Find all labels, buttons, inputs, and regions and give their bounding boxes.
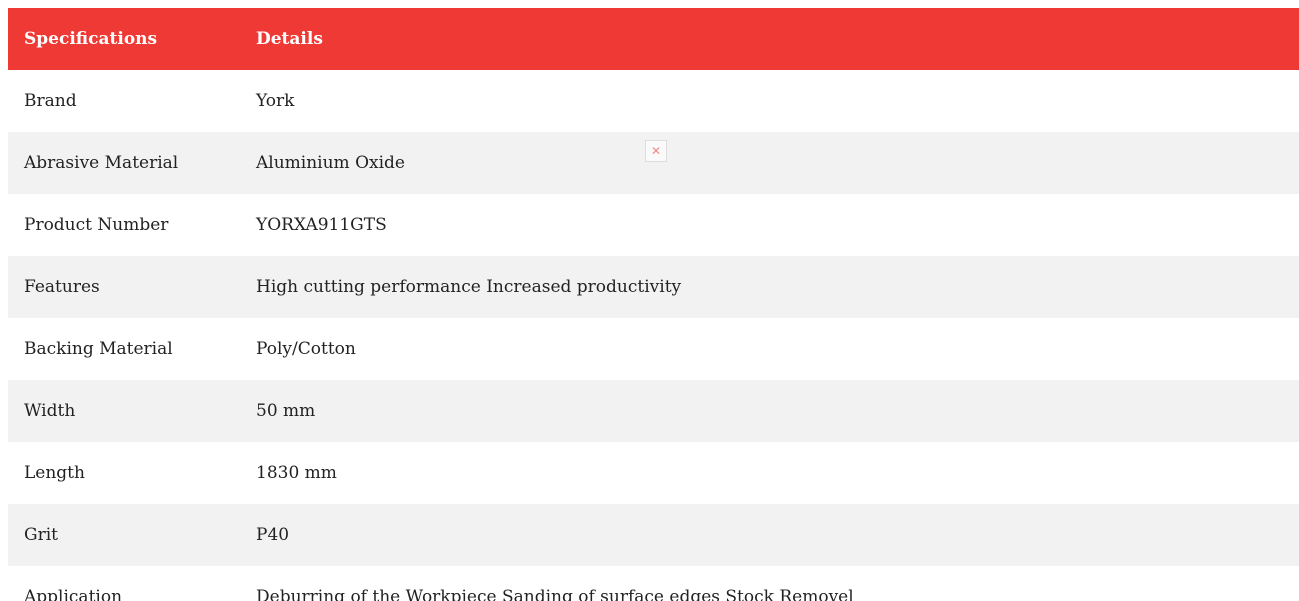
spec-cell: Features [8,256,240,318]
spec-cell: Grit [8,504,240,566]
detail-cell: P40 [240,504,1299,566]
table-row: Features High cutting performance Increas… [8,256,1299,318]
table-row: Width 50 mm [8,380,1299,442]
header-cell: Details [240,8,1299,70]
table-row: Length 1830 mm [8,442,1299,504]
detail-cell: Aluminium Oxide [240,132,1299,194]
detail-cell: Poly/Cotton [256,339,356,359]
table-row: Brand York [8,70,1299,132]
detail-cell: York [256,91,295,111]
spec-cell: Brand [24,91,77,111]
table-row: Application Deburring of the Workpiece Sa… [8,566,1299,601]
detail-cell: 50 mm [240,380,1299,442]
table-row: Product Number YORXA911GTS [8,194,1299,256]
spec-cell: Abrasive Material [8,132,240,194]
detail-cell: YORXA911GTS [256,215,387,235]
header-row: Specifications Details [8,8,1299,70]
table-row: Grit P40 [8,504,1299,566]
table-body: Brand York Abrasive Material Aluminium Oxid… [8,70,1299,601]
spec-cell: Length [24,463,85,483]
detail-cell: 1830 mm [256,463,337,483]
detail-cell: High cutting performance Increased produ… [240,256,1299,318]
table-row: Abrasive Material Aluminium Oxide [8,132,1299,194]
spec-cell: Application [24,587,123,601]
detail-cell: Deburring of the Workpiece Sanding of su… [256,587,854,601]
table-row: Backing Material Poly/Cotton [8,318,1299,380]
spec-cell: Width [8,380,240,442]
header-cell: Specifications [8,8,240,70]
spec-table: Specifications Details Brand York Abrasive … [8,8,1299,601]
spec-cell: Product Number [24,215,169,235]
spec-cell: Backing Material [24,339,173,359]
table-header: Specifications Details [8,8,1299,70]
broken-image-icon: ✕ [645,140,667,162]
